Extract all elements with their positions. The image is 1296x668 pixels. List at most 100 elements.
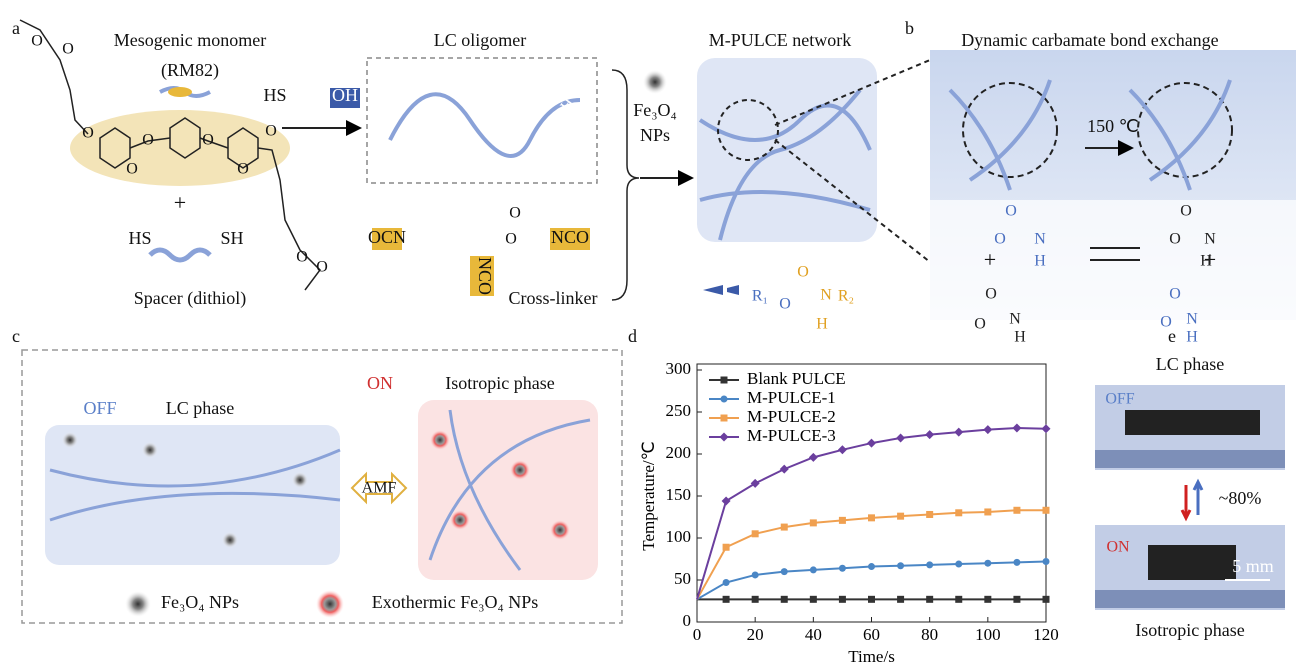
marker bbox=[897, 513, 904, 520]
marker bbox=[723, 544, 730, 551]
label: ON bbox=[367, 373, 393, 393]
label: LC oligomer bbox=[434, 30, 527, 50]
marker bbox=[781, 568, 788, 575]
marker bbox=[751, 479, 760, 488]
marker bbox=[839, 596, 846, 603]
marker bbox=[926, 561, 933, 568]
marker bbox=[925, 430, 934, 439]
y-tick-label: 150 bbox=[666, 485, 692, 504]
x-tick-label: 0 bbox=[693, 625, 702, 644]
label: NCO bbox=[475, 257, 495, 295]
marker bbox=[721, 415, 728, 422]
label: O bbox=[237, 161, 249, 178]
marker bbox=[720, 433, 729, 442]
marker bbox=[752, 571, 759, 578]
marker bbox=[867, 439, 876, 448]
y-tick-label: 0 bbox=[683, 611, 692, 630]
label: O bbox=[985, 286, 997, 303]
label: b bbox=[905, 18, 914, 38]
marker bbox=[781, 596, 788, 603]
label: O bbox=[62, 41, 74, 58]
marker bbox=[721, 396, 728, 403]
label: e bbox=[1168, 326, 1176, 346]
marker bbox=[897, 562, 904, 569]
marker bbox=[1042, 424, 1051, 433]
label: H bbox=[1014, 329, 1026, 346]
label: c bbox=[12, 326, 20, 346]
marker bbox=[752, 530, 759, 537]
label: N bbox=[1204, 231, 1216, 248]
marker bbox=[896, 434, 905, 443]
label: Fe₃O₄ NPs bbox=[161, 592, 239, 612]
marker bbox=[1013, 596, 1020, 603]
label: N bbox=[1186, 311, 1198, 328]
label: R₁ bbox=[752, 288, 768, 305]
marker bbox=[810, 566, 817, 573]
marker bbox=[897, 596, 904, 603]
label: Dynamic carbamate bond exchange bbox=[961, 30, 1218, 50]
x-tick-label: 60 bbox=[863, 625, 880, 644]
marker bbox=[984, 508, 991, 515]
legend-label: M-PULCE-3 bbox=[747, 426, 836, 445]
marker bbox=[838, 445, 847, 454]
label: H bbox=[1034, 253, 1046, 270]
x-tick-label: 100 bbox=[975, 625, 1001, 644]
label: N bbox=[1034, 231, 1046, 248]
label: Mesogenic monomer bbox=[114, 30, 266, 50]
label: AMF bbox=[362, 480, 397, 497]
panel-b-art bbox=[930, 50, 1296, 320]
marker bbox=[926, 511, 933, 518]
marker bbox=[810, 519, 817, 526]
label: SH bbox=[220, 228, 243, 248]
label: O bbox=[797, 264, 809, 281]
label: N bbox=[1009, 311, 1021, 328]
label: N bbox=[820, 287, 832, 304]
label: O bbox=[296, 249, 308, 266]
label: OCN bbox=[368, 227, 406, 247]
marker bbox=[1013, 559, 1020, 566]
marker bbox=[1012, 423, 1021, 432]
label: O bbox=[509, 205, 521, 222]
marker bbox=[1043, 558, 1050, 565]
label: M-PULCE network bbox=[709, 30, 852, 50]
label: O bbox=[994, 231, 1006, 248]
marker bbox=[954, 428, 963, 437]
marker bbox=[839, 565, 846, 572]
label: R₂ bbox=[838, 288, 854, 305]
label: Cross-linker bbox=[509, 288, 598, 308]
label: O bbox=[31, 33, 43, 50]
label: O bbox=[1180, 203, 1192, 220]
label: + bbox=[174, 190, 186, 215]
series-line bbox=[697, 428, 1046, 599]
label: ON bbox=[1106, 539, 1130, 556]
marker bbox=[955, 596, 962, 603]
chart: 020406080100120050100150200250300Time/sT… bbox=[639, 359, 1059, 666]
label: O bbox=[505, 231, 517, 248]
label: d bbox=[628, 326, 637, 346]
label: H bbox=[1186, 329, 1198, 346]
marker bbox=[868, 596, 875, 603]
label: a bbox=[12, 18, 20, 38]
label: O bbox=[779, 296, 791, 313]
label: O bbox=[82, 125, 94, 142]
label: Exothermic Fe₃O₄ NPs bbox=[372, 592, 539, 612]
label: 150 ℃ bbox=[1087, 116, 1139, 136]
label: Fe₃O₄ bbox=[633, 100, 677, 120]
legend-label: M-PULCE-1 bbox=[747, 388, 836, 407]
y-tick-label: 50 bbox=[674, 569, 691, 588]
label: HS bbox=[128, 228, 151, 248]
label: Isotropic phase bbox=[1135, 620, 1244, 640]
marker bbox=[1043, 507, 1050, 514]
marker bbox=[1013, 507, 1020, 514]
marker bbox=[723, 579, 730, 586]
x-tick-label: 20 bbox=[747, 625, 764, 644]
label: O bbox=[126, 161, 138, 178]
label: O bbox=[974, 316, 986, 333]
label: LC phase bbox=[166, 398, 234, 418]
x-axis-label: Time/s bbox=[848, 647, 895, 666]
marker bbox=[984, 560, 991, 567]
label: O bbox=[1169, 231, 1181, 248]
y-tick-label: 250 bbox=[666, 401, 692, 420]
label: NPs bbox=[640, 125, 670, 145]
figure: 020406080100120050100150200250300Time/sT… bbox=[0, 0, 1296, 668]
